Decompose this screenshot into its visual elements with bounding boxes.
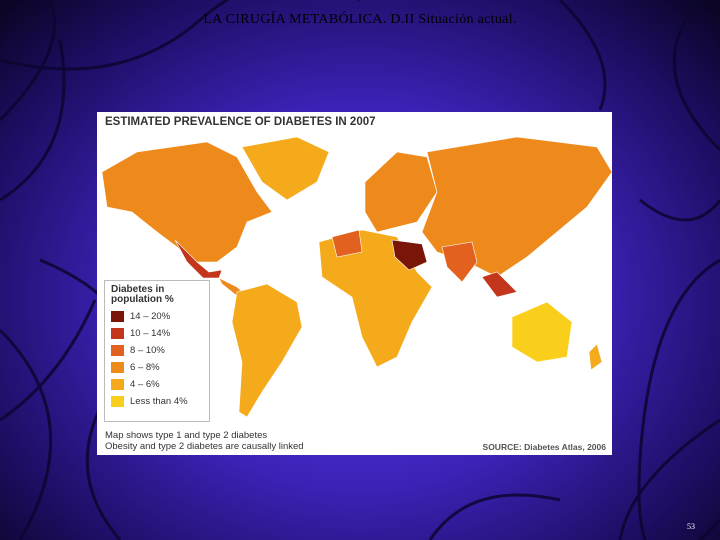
page-number: 53 [687,522,695,531]
southeast-asia [481,271,518,298]
legend: Diabetes in population % 14 – 20% 10 – 14… [104,280,210,422]
mexico [174,239,223,279]
legend-title: Diabetes in population % [111,284,174,305]
legend-item: 14 – 20% [111,311,203,322]
map-panel: ESTIMATED PREVALENCE OF DIABETES IN 2007 [97,112,612,455]
world-map [101,136,612,418]
north-africa [331,229,363,258]
legend-item: 10 – 14% [111,328,203,339]
south-america [231,283,303,418]
asia [421,136,612,278]
note-line: Map shows type 1 and type 2 diabetes [105,430,268,441]
legend-swatch [111,311,124,322]
legend-item: 4 – 6% [111,379,203,390]
europe [364,151,438,233]
map-title: ESTIMATED PREVALENCE OF DIABETES IN 2007 [105,116,376,128]
legend-item: Less than 4% [111,396,203,407]
legend-label: 10 – 14% [130,328,171,339]
south-asia [441,241,478,283]
australia [511,301,573,363]
legend-label: 6 – 8% [130,362,160,373]
legend-label: 14 – 20% [130,311,171,322]
greenland [241,136,330,201]
new-zealand [588,343,603,371]
legend-swatch [111,362,124,373]
legend-swatch [111,328,124,339]
legend-swatch [111,396,124,407]
slide-title: LA CIRUGÍA METABÓLICA. D.II Situación ac… [203,12,517,27]
legend-label: Less than 4% [130,396,188,407]
north-america [101,141,273,263]
legend-label: 4 – 6% [130,379,160,390]
legend-swatch [111,345,124,356]
note-line: Obesity and type 2 diabetes are causally… [105,441,304,452]
legend-swatch [111,379,124,390]
source: SOURCE: Diabetes Atlas, 2006 [482,442,606,452]
arabia [391,239,428,271]
legend-label: 8 – 10% [130,345,165,356]
legend-item: 8 – 10% [111,345,203,356]
legend-item: 6 – 8% [111,362,203,373]
notes: Map shows type 1 and type 2 diabetes Obes… [105,430,304,452]
